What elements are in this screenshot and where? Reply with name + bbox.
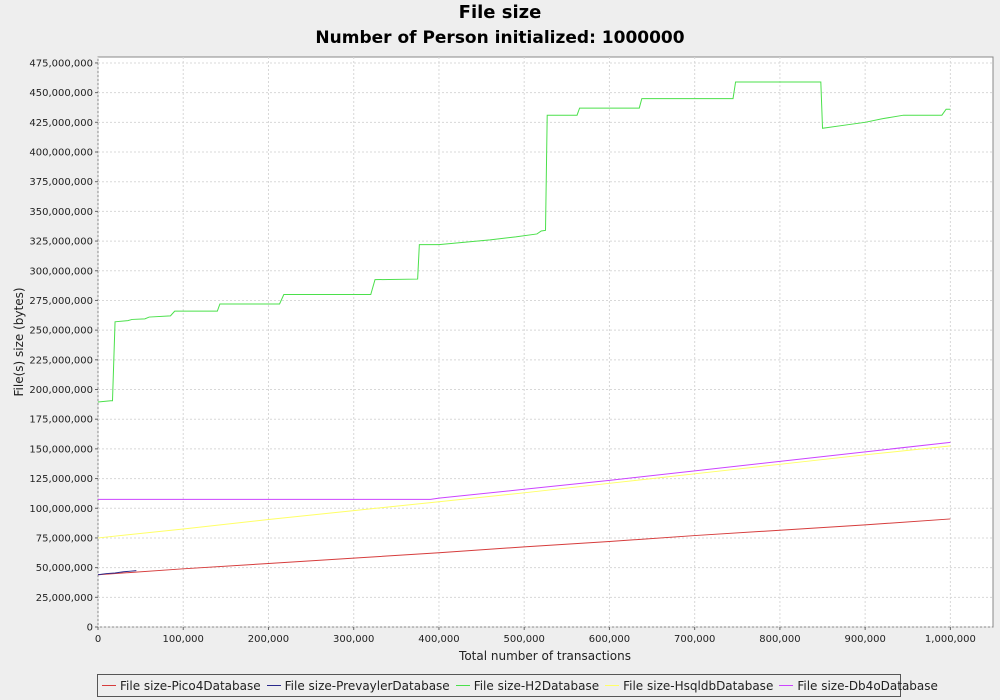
y-tick-label: 450,000,000 xyxy=(29,88,93,99)
chart-title: File size xyxy=(458,2,542,23)
legend-label: File size-H2Database xyxy=(473,678,600,693)
y-tick-label: 175,000,000 xyxy=(29,415,93,426)
y-tick-label: 400,000,000 xyxy=(29,148,93,159)
legend-swatch xyxy=(455,685,470,686)
series-lines xyxy=(97,81,951,576)
y-tick-label: 125,000,000 xyxy=(29,474,93,485)
y-tick-label: 25,000,000 xyxy=(36,593,93,604)
chart-legend: File size-Pico4Database File size-Prevayl… xyxy=(97,674,938,697)
x-tick-label: 0 xyxy=(95,634,101,645)
x-tick-label: 700,000 xyxy=(674,634,715,645)
series-line xyxy=(97,445,951,539)
legend-swatch xyxy=(102,685,116,686)
x-tick-label: 500,000 xyxy=(504,634,545,645)
x-axis-ticks: 0 100,000 200,000 300,000 400,000 500,000 600,… xyxy=(95,627,976,645)
y-tick-label: 475,000,000 xyxy=(29,58,93,69)
series-line xyxy=(98,441,951,500)
legend-item: File size-H2Database xyxy=(455,678,600,693)
x-tick-label: 900,000 xyxy=(844,634,885,645)
y-tick-label: 0 xyxy=(87,623,93,634)
y-tick-label: 100,000,000 xyxy=(29,504,93,515)
y-tick-label: 250,000,000 xyxy=(29,326,93,337)
x-tick-label: 600,000 xyxy=(589,634,630,645)
y-tick-label: 225,000,000 xyxy=(29,355,93,366)
legend-item: File size-HsqldbDatabase xyxy=(605,679,773,693)
x-tick-label: 100,000 xyxy=(163,634,204,645)
y-axis-label: File(s) size (bytes) xyxy=(12,287,26,396)
legend-swatch xyxy=(779,685,794,686)
legend-item: File size-Db4oDatabase xyxy=(779,679,938,693)
y-tick-label: 50,000,000 xyxy=(36,563,93,574)
legend-item: File size-Pico4Database xyxy=(102,679,261,693)
y-tick-label: 275,000,000 xyxy=(29,296,93,307)
y-tick-label: 75,000,000 xyxy=(36,533,93,544)
y-tick-label: 300,000,000 xyxy=(29,266,93,277)
legend-label: File size-HsqldbDatabase xyxy=(623,678,774,693)
y-tick-label: 200,000,000 xyxy=(29,385,93,396)
x-tick-label: 200,000 xyxy=(248,634,289,645)
legend-swatch xyxy=(605,685,620,686)
series-line xyxy=(97,570,137,576)
legend-label: File size-PrevaylerDatabase xyxy=(284,678,450,693)
series-line xyxy=(97,518,951,576)
series-line xyxy=(97,81,951,403)
legend-item: File size-PrevaylerDatabase xyxy=(266,678,450,693)
y-tick-label: 375,000,000 xyxy=(29,177,93,188)
x-tick-label: 400,000 xyxy=(418,634,459,645)
x-tick-label: 800,000 xyxy=(759,634,800,645)
grid xyxy=(97,57,993,628)
y-tick-label: 350,000,000 xyxy=(29,207,93,218)
y-axis-ticks: 0 25,000,000 50,000,000 75,000,000 100,000,0… xyxy=(29,58,98,634)
plot-area xyxy=(97,56,994,628)
x-tick-label: 1,000,000 xyxy=(925,634,976,645)
y-tick-label: 425,000,000 xyxy=(29,118,93,129)
legend-label: File size-Pico4Database xyxy=(120,678,261,693)
x-tick-label: 300,000 xyxy=(333,634,374,645)
y-tick-label: 150,000,000 xyxy=(29,444,93,455)
y-tick-label: 325,000,000 xyxy=(29,237,93,248)
x-axis-label: Total number of transactions xyxy=(458,649,631,663)
legend-swatch xyxy=(266,685,281,686)
legend-label: File size-Db4oDatabase xyxy=(797,678,938,693)
chart-subtitle: Number of Person initialized: 1000000 xyxy=(315,28,685,48)
